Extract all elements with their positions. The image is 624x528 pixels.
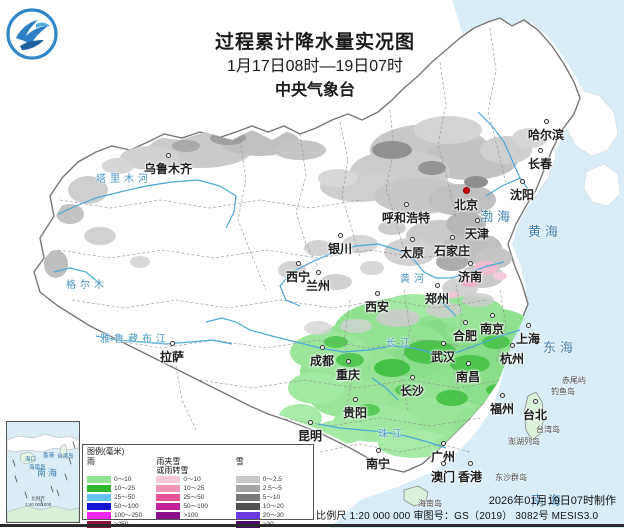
legend-item: 5～10: [235, 493, 309, 501]
rivers: [53, 111, 531, 449]
legend-title: 图例(毫米): [87, 447, 125, 456]
scale-and-approval: 比例尺 1:20 000 000 审图号：GS（2019） 3082号 MESI…: [316, 511, 599, 522]
legend-range-label: 5～10: [262, 493, 281, 501]
legend-panel: 图例(毫米) 雨0～1010～2525～5050～100100～250≥250雨…: [82, 444, 314, 528]
legend-head-line1: 雨: [87, 457, 95, 466]
legend-color-swatch: [156, 511, 181, 519]
legend-item: 10～25: [156, 484, 227, 492]
legend-head-line1: 雨夹雪: [156, 457, 181, 466]
inset-sea-label: 南海: [37, 468, 60, 478]
legend-color-swatch: [235, 484, 260, 492]
legend-item: 100～250: [87, 511, 148, 519]
legend-color-swatch: [235, 493, 260, 501]
legend-range-label: 10～25: [183, 484, 205, 492]
legend-column-head-rain: 雨: [87, 457, 148, 475]
legend-color-swatch: [156, 484, 181, 492]
taiwan-island: [523, 391, 545, 441]
legend-range-label: 100～250: [114, 511, 143, 519]
legend-range-label: 10～25: [114, 484, 135, 492]
legend-range-label: 0～10: [114, 475, 132, 483]
inset-scale: 比例尺 1:40 000 000: [25, 496, 51, 508]
legend-item: 0～2.5: [235, 475, 309, 483]
legend-color-swatch: [87, 484, 111, 492]
legend-head-line2: 或雨转雪: [156, 466, 189, 475]
legend-range-label: 10～20: [262, 502, 284, 510]
inset-scale-title: 比例尺: [31, 496, 45, 501]
inset-place-label: 海口: [25, 457, 37, 463]
ocean-area: [330, 0, 624, 528]
legend-head-line1: 雪: [235, 457, 244, 466]
legend-columns: 雨0～1010～2525～5050～100100～250≥250雨夹雪或雨转雪0…: [87, 457, 309, 528]
legend-color-swatch: [156, 475, 181, 483]
legend-item: 0～10: [87, 475, 148, 483]
legend-item: >100: [156, 511, 227, 519]
legend-color-swatch: [156, 493, 181, 501]
legend-item: 25～50: [87, 493, 148, 501]
legend-range-label: 20～30: [262, 511, 284, 519]
hainan-island: [403, 485, 429, 507]
snow-precip-areas: [44, 116, 548, 300]
legend-column-head-sleet: 雨夹雪 或雨转雪: [156, 457, 227, 475]
legend-item: 10～20: [235, 502, 309, 510]
legend-range-label: 25～50: [114, 493, 135, 501]
legend-range-label: 50～100: [183, 502, 208, 510]
legend-item: 50～100: [156, 502, 227, 510]
legend-item: 50～100: [87, 502, 148, 510]
legend-range-label: 25～50: [183, 493, 205, 501]
legend-item: 20～30: [235, 511, 309, 519]
legend-color-swatch: [87, 475, 111, 483]
legend-range-label: 2.5～5: [262, 484, 282, 492]
inset-place-label: 香港: [43, 453, 55, 459]
legend-color-swatch: [87, 493, 111, 501]
japan-south: [583, 163, 621, 207]
inset-scale-value: 1:40 000 000: [25, 502, 52, 507]
inset-place-label: 台湾岛: [57, 454, 74, 460]
legend-item: 2.5～5: [235, 484, 309, 492]
legend-color-swatch: [235, 502, 260, 510]
bottom-border-rule: [0, 524, 624, 527]
inset-place-label: 海南岛: [29, 465, 46, 471]
legend-range-label: >100: [183, 511, 199, 519]
legend-item: 10～25: [87, 484, 148, 492]
legend-color-swatch: [156, 502, 181, 510]
legend-color-swatch: [87, 502, 111, 510]
legend-range-label: 0～10: [183, 475, 201, 483]
production-timestamp: 2026年01月19日07时制作: [488, 495, 616, 507]
legend-color-swatch: [87, 511, 111, 519]
legend-color-swatch: [235, 511, 260, 519]
cma-logo: [6, 8, 58, 60]
legend-color-swatch: [235, 475, 260, 483]
legend-column-sleet: 雨夹雪 或雨转雪 0～10 10～25 25～50 50～100 >100: [156, 457, 227, 528]
legend-range-label: 0～2.5: [262, 475, 282, 483]
inset-map: [7, 422, 79, 522]
south-china-sea-inset: 南海 海口海南岛 香港 台湾岛 比例尺 1:40 000 000: [6, 421, 80, 523]
legend-item: 25～50: [156, 493, 227, 501]
legend-item: 0～10: [156, 475, 227, 483]
legend-range-label: 50～100: [114, 502, 139, 510]
legend-column-head-snow: 雪: [236, 457, 309, 475]
